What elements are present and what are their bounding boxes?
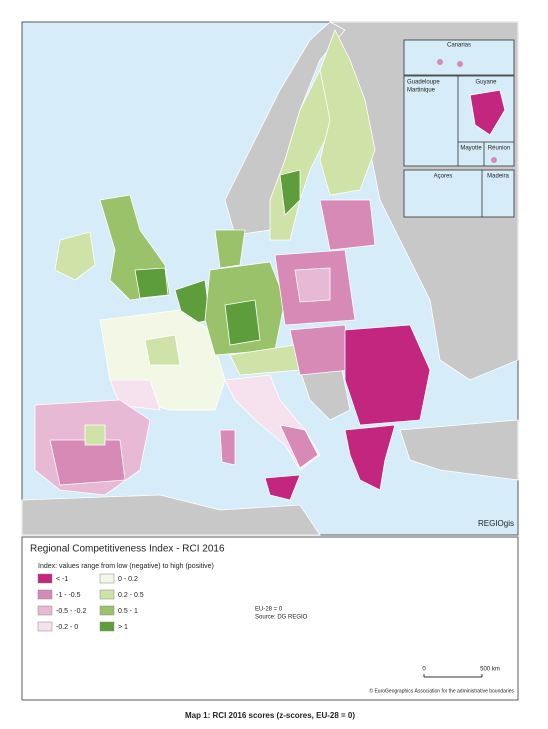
region: [294, 267, 331, 303]
region: [491, 157, 497, 163]
region: [344, 424, 396, 491]
region: [54, 231, 96, 281]
copyright: © EuroGeographics Association for the ad…: [369, 687, 514, 694]
legend-label: -0.2 - 0: [56, 624, 78, 631]
non-eu-land: [21, 494, 321, 536]
inset-label: Mayotte: [460, 146, 482, 152]
legend-swatch: [99, 605, 115, 616]
legend-subtitle: Index: values range from low (negative) …: [38, 563, 214, 570]
legend-swatch: [37, 573, 53, 584]
legend-label: > 1: [118, 624, 128, 631]
region: [264, 474, 301, 501]
inset-label: Guyane: [475, 80, 497, 86]
inset-label: Réunion: [488, 146, 510, 152]
legend-items: < -1 -1 - -0.5 -0.5 - -0.2 -0.2 - 0 0 - 0.2 0…: [37, 573, 144, 632]
inset-frame: [403, 39, 515, 76]
legend-frame: [21, 536, 519, 701]
non-eu-land: [224, 21, 346, 236]
logo: REGIOgis: [478, 519, 514, 528]
inset-label: Açores: [434, 174, 453, 180]
inset-label: Guadeloupe: [407, 80, 440, 86]
region: [279, 169, 301, 216]
region: [219, 429, 236, 466]
region: [319, 29, 376, 196]
region: [279, 424, 319, 469]
inset-label: Martinique: [407, 88, 436, 94]
legend-label: 0.2 - 0.5: [118, 592, 144, 599]
source: Source: DG REGIO: [255, 615, 308, 621]
scale-label: 500 km: [480, 667, 500, 673]
caption: Map 1: RCI 2016 scores (z-scores, EU-28 …: [185, 711, 355, 720]
region: [437, 59, 443, 65]
region: [457, 61, 463, 67]
legend-label: 0 - 0.2: [118, 576, 138, 583]
legend-label: -0.5 - -0.2: [56, 608, 86, 615]
inset-label: Madeira: [487, 174, 509, 180]
legend-swatch: [37, 605, 53, 616]
legend-swatch: [99, 621, 115, 632]
legend-label: 0.5 - 1: [118, 608, 138, 615]
region: [49, 439, 126, 486]
legend-swatch: [99, 573, 115, 584]
region: [224, 299, 261, 346]
non-eu-land: [399, 419, 519, 481]
legend-label: -1 - -0.5: [56, 592, 81, 599]
region: [289, 324, 351, 376]
inset-frame: [403, 169, 515, 218]
region: [214, 229, 246, 269]
region: [134, 267, 169, 299]
note: EU-28 = 0: [255, 607, 283, 613]
legend-label: < -1: [56, 576, 68, 583]
scale-label: 0: [422, 667, 426, 673]
region: [144, 334, 181, 366]
region: [344, 324, 431, 426]
legend-title: Regional Competitiveness Index - RCI 201…: [30, 544, 225, 555]
legend-swatch: [99, 589, 115, 600]
inset-label: Canarias: [447, 43, 471, 49]
region: [319, 199, 376, 251]
legend-swatch: [37, 621, 53, 632]
region: [469, 89, 506, 136]
legend-swatch: [37, 589, 53, 600]
region: [84, 424, 106, 446]
